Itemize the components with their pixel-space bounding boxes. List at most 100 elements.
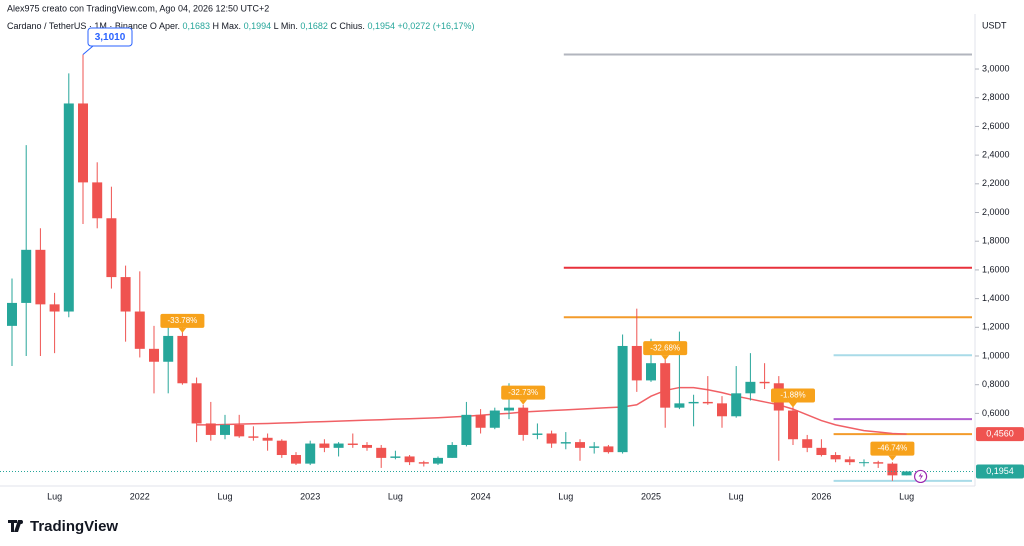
logo-dot — [19, 520, 23, 524]
candle-body — [504, 407, 514, 411]
candle-body — [347, 443, 358, 445]
legend-key: L — [274, 21, 279, 31]
candle-body — [660, 363, 671, 408]
candle-body — [688, 401, 699, 404]
y-tick-label: 1,2000 — [982, 322, 1010, 332]
candle-body — [248, 436, 259, 438]
candle-body — [589, 446, 600, 448]
badge-pointer — [178, 327, 187, 333]
candle-body — [404, 456, 415, 463]
candle-body — [362, 444, 372, 448]
candle-body — [461, 414, 472, 445]
badge-pointer — [661, 355, 670, 361]
badge-pointer — [519, 399, 528, 405]
change-badge — [160, 313, 205, 328]
y-tick-label: 2,2000 — [982, 178, 1010, 188]
candle-body — [873, 462, 884, 464]
legend-key: C — [330, 21, 337, 31]
candle-body — [646, 363, 656, 381]
candle-body — [631, 345, 642, 381]
candle-body — [35, 249, 46, 305]
candle-body — [177, 335, 188, 384]
x-tick-label: Lug — [47, 491, 62, 501]
legend-key: O — [150, 21, 157, 31]
candle-body — [617, 345, 628, 453]
candle-body — [447, 444, 458, 458]
candle-body — [702, 401, 713, 404]
last-price-box — [976, 464, 1024, 479]
legend-value: 0,1682 — [300, 21, 328, 31]
alert-bolt — [918, 472, 924, 481]
legend-name: Min. — [281, 21, 298, 31]
candle-body — [333, 443, 344, 448]
last-price-label: 0,1954 — [986, 466, 1014, 476]
candle-body — [603, 446, 614, 453]
x-tick-label: Lug — [558, 491, 573, 501]
candle-body — [21, 249, 32, 303]
ath-box — [87, 27, 133, 47]
candle-body — [134, 311, 145, 349]
candle-body — [560, 442, 571, 444]
x-tick-label: Lug — [729, 491, 744, 501]
change-badge-label: -32.73% — [508, 388, 538, 397]
legend-value: 0,1994 — [244, 21, 272, 31]
candle-body — [205, 423, 216, 435]
candle-body — [475, 414, 486, 428]
candle-body — [788, 410, 798, 440]
candle-body — [305, 443, 316, 464]
candle-body — [78, 103, 88, 183]
candle-body — [163, 335, 174, 362]
legend-name: Max. — [222, 21, 242, 31]
candle-body — [759, 381, 770, 384]
change-badge — [771, 388, 815, 403]
y-tick-label: 1,0000 — [982, 350, 1010, 360]
y-tick-label: 3,0000 — [982, 63, 1010, 73]
unit: USDT — [982, 20, 1007, 30]
candle-body — [262, 437, 273, 441]
candle-body — [575, 442, 585, 448]
candle-body — [120, 277, 131, 312]
y-tick-label: 0,8000 — [982, 379, 1010, 389]
candle-body — [546, 433, 557, 444]
candle-body — [291, 455, 301, 464]
candle-body — [276, 440, 287, 456]
legend-name: Aper. — [159, 21, 180, 31]
candle-body — [717, 403, 727, 417]
candle-body — [92, 182, 103, 219]
candle-body — [816, 447, 827, 456]
legend: Cardano / TetherUS · 1M · Binance O Aper… — [7, 21, 475, 31]
brand-logo: TradingView — [8, 518, 118, 535]
header: Alex975 creato con TradingView.com, Ago … — [7, 3, 269, 13]
candle-body — [191, 383, 202, 424]
candle-body — [390, 456, 401, 458]
candle-body — [745, 381, 756, 394]
change-badge — [870, 441, 915, 456]
logo-icon — [8, 520, 22, 532]
candle-body — [319, 443, 330, 448]
change-badge-label: -33.78% — [168, 316, 198, 325]
candle-body — [830, 455, 841, 460]
brand: TradingView — [30, 518, 118, 535]
x-tick-label: Lug — [217, 491, 232, 501]
change-badge-label: -32.68% — [650, 343, 680, 352]
y-tick-label: 2,8000 — [982, 92, 1010, 102]
x-tick-label: 2023 — [300, 491, 320, 501]
y-tick-label: 2,4000 — [982, 149, 1010, 159]
candle-body — [7, 302, 17, 326]
legend-change: +0,0272 (+16,17%) — [397, 21, 474, 31]
change-badge-label: -1.88% — [780, 391, 805, 400]
legend-symbol: Cardano / TetherUS · 1M · Binance — [7, 21, 147, 31]
change-badge — [501, 385, 546, 400]
change-badge — [643, 341, 688, 356]
change-badge-label: -46.74% — [878, 444, 908, 453]
x-tick-label: 2024 — [471, 491, 491, 501]
x-tick-label: 2026 — [811, 491, 831, 501]
candle-body — [901, 471, 912, 476]
y-tick-label: 1,6000 — [982, 264, 1010, 274]
moving-average — [196, 386, 907, 435]
legend-key: H — [213, 21, 220, 31]
candle-body — [418, 462, 429, 464]
y-tick-label: 2,0000 — [982, 207, 1010, 217]
